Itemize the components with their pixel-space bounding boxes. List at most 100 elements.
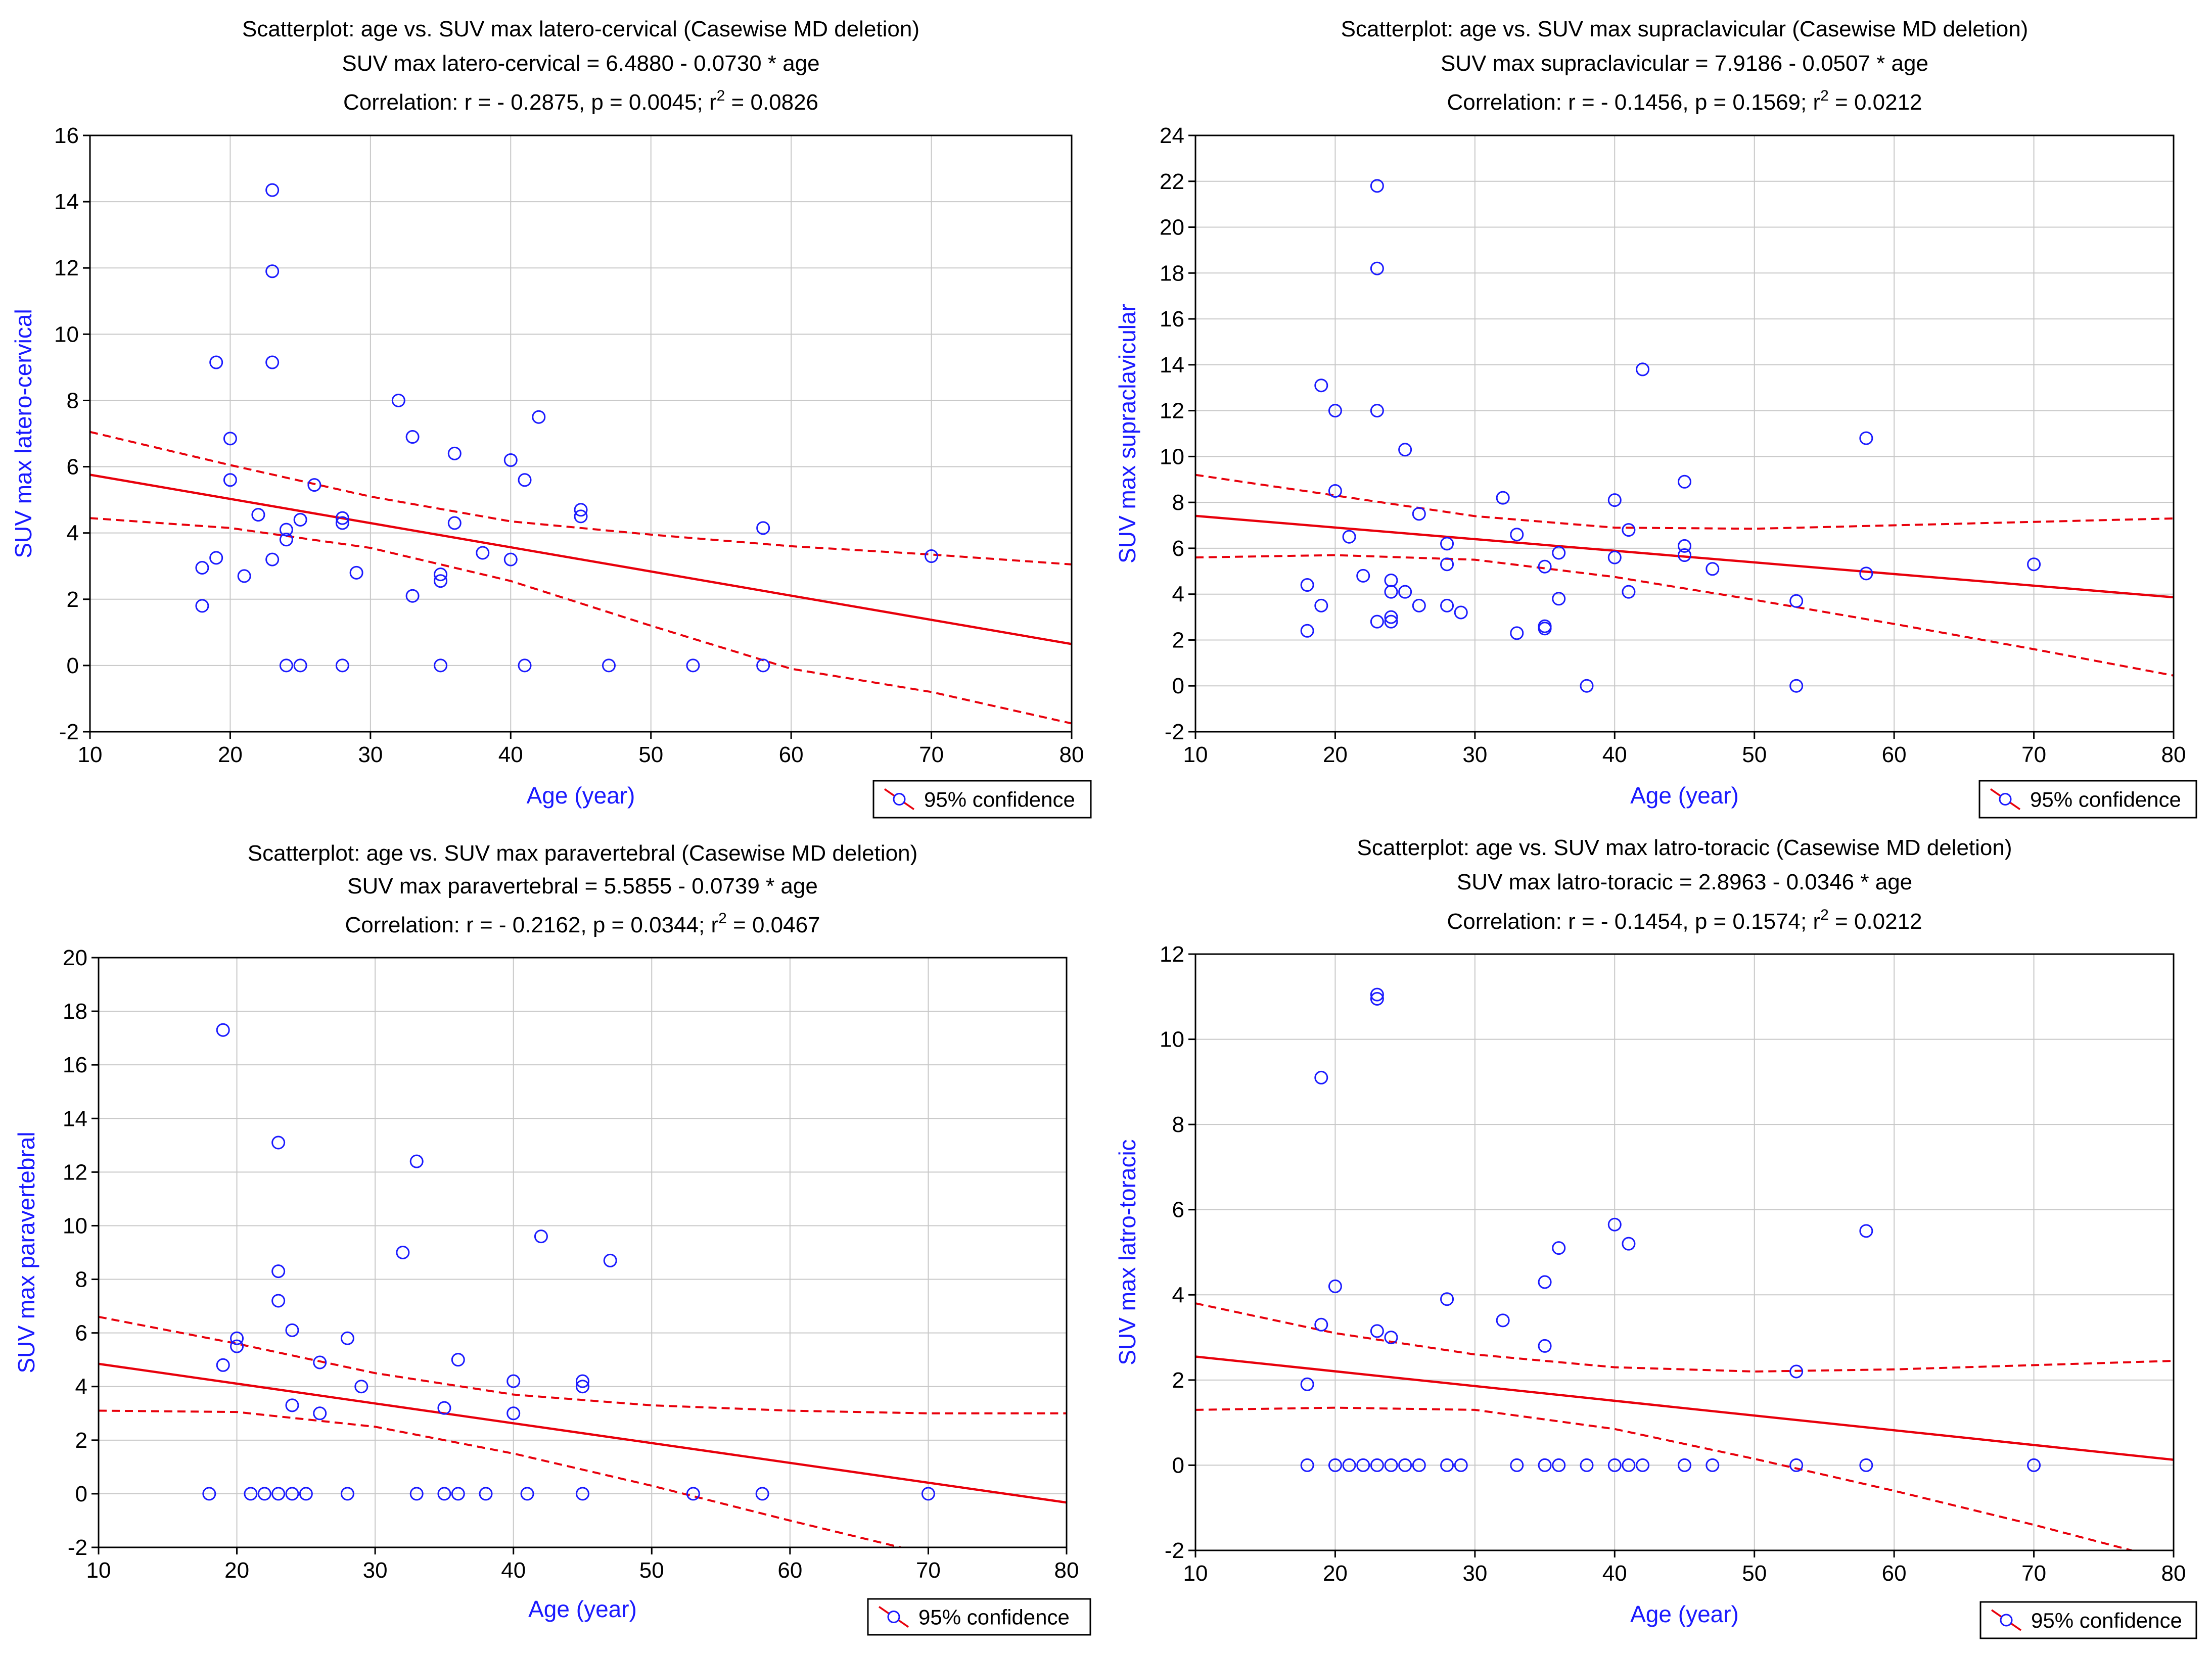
regression-line: [1195, 1355, 2174, 1461]
scatter-panel-3: Scatterplot: age vs. SUV max paravertebr…: [13, 841, 1091, 1636]
x-tick-label: 50: [638, 742, 663, 767]
data-point: [1300, 578, 1314, 592]
data-point: [434, 568, 448, 582]
data-point: [1607, 550, 1622, 564]
correlation-suffix: = 0.0467: [727, 913, 820, 937]
y-tick-label: 6: [1172, 536, 1184, 561]
y-axis-label: SUV max supraclavicular: [1114, 304, 1140, 563]
data-point: [1552, 1241, 1566, 1255]
data-point: [1706, 1458, 1720, 1472]
data-point: [1314, 1317, 1328, 1332]
data-point: [279, 658, 293, 673]
data-point: [1412, 598, 1426, 612]
correlation-prefix: Correlation: r = - 0.1454, p = 0.1574; r: [1447, 909, 1820, 934]
x-tick-label: 40: [1602, 742, 1627, 767]
plot-frame: [98, 957, 1068, 1548]
confidence-lower: [1195, 1406, 2132, 1550]
x-tick-label: 50: [639, 1558, 664, 1583]
x-tick-label: 20: [218, 742, 243, 767]
data-point: [518, 473, 532, 487]
y-axis-label: SUV max latero-cervical: [10, 309, 36, 558]
data-point: [265, 355, 280, 369]
y-tick-label: 18: [1160, 261, 1184, 286]
y-tick-label: 8: [75, 1267, 87, 1292]
x-tick-label: 60: [779, 742, 804, 767]
y-tick-label: 2: [1172, 1368, 1184, 1393]
data-point: [503, 453, 518, 467]
y-tick-label: 4: [67, 521, 79, 546]
data-point: [434, 658, 448, 673]
y-tick-label: 8: [67, 388, 79, 413]
regression-equation: SUV max latro-toracic = 2.8963 - 0.0346 …: [1457, 870, 1912, 894]
correlation-exponent: 2: [1820, 87, 1829, 104]
legend-marker-swatch: [887, 1611, 900, 1623]
data-point: [209, 355, 223, 369]
correlation-prefix: Correlation: r = - 0.2162, p = 0.0344; r: [345, 913, 718, 937]
correlation-exponent: 2: [718, 910, 727, 927]
correlation-text: Correlation: r = - 0.1454, p = 0.1574; r…: [1447, 907, 1922, 934]
confidence-upper: [1195, 474, 2174, 530]
data-point: [1314, 1070, 1328, 1084]
data-point: [518, 658, 532, 673]
legend: 95% confidence: [1978, 780, 2197, 819]
data-point: [503, 552, 518, 566]
legend-box: [867, 1598, 1091, 1636]
data-point: [195, 561, 209, 575]
x-tick-label: 50: [1742, 1561, 1767, 1586]
y-tick-label: -2: [1165, 1538, 1184, 1563]
x-tick-label: 20: [1323, 1561, 1348, 1586]
data-point: [257, 1487, 271, 1501]
data-point: [1300, 1458, 1314, 1472]
data-point: [574, 503, 588, 517]
data-point: [1398, 585, 1412, 599]
y-axis-label: SUV max paravertebral: [13, 1131, 39, 1373]
data-point: [1314, 379, 1328, 393]
correlation-prefix: Correlation: r = - 0.1456, p = 0.1569; r: [1447, 90, 1820, 115]
correlation-exponent: 2: [717, 87, 725, 104]
data-point: [251, 508, 265, 522]
data-point: [340, 1487, 354, 1501]
data-point: [271, 1264, 286, 1279]
data-point: [1370, 179, 1384, 193]
data-point: [451, 1487, 465, 1501]
data-point: [391, 393, 405, 407]
y-tick-label: 6: [75, 1321, 87, 1346]
data-point: [216, 1023, 230, 1037]
confidence-upper: [1195, 1302, 2174, 1373]
y-tick-label: 4: [1172, 582, 1184, 607]
data-point: [265, 264, 280, 278]
x-tick-label: 80: [1054, 1558, 1079, 1583]
data-point: [313, 1355, 327, 1369]
y-tick-label: -2: [68, 1535, 87, 1560]
data-point: [1342, 1458, 1356, 1472]
y-tick-label: 16: [54, 123, 79, 148]
y-tick-label: 4: [75, 1375, 87, 1399]
data-point: [1370, 1324, 1384, 1338]
scatter-panel-1: Scatterplot: age vs. SUV max latero-cerv…: [10, 17, 1092, 819]
data-point: [1370, 987, 1384, 1002]
legend-label: 95% confidence: [924, 788, 1075, 812]
data-point: [1859, 431, 1873, 445]
data-point: [1678, 539, 1691, 553]
x-tick-label: 80: [2161, 742, 2186, 767]
x-axis-label: Age (year): [1630, 1601, 1739, 1627]
data-point: [340, 1331, 354, 1345]
correlation-exponent: 2: [1820, 907, 1829, 923]
data-point: [1384, 1331, 1398, 1345]
data-point: [230, 1331, 244, 1345]
data-point: [603, 1253, 617, 1267]
data-point: [1300, 624, 1314, 638]
data-point: [299, 1487, 313, 1501]
legend-marker-swatch: [893, 793, 906, 806]
x-tick-label: 40: [1602, 1561, 1627, 1586]
chart-title: Scatterplot: age vs. SUV max supraclavic…: [1341, 17, 2029, 41]
data-point: [1789, 1364, 1804, 1379]
x-axis-label: Age (year): [1630, 782, 1739, 809]
data-point: [409, 1487, 424, 1501]
y-axis-label: SUV max latro-toracic: [1114, 1139, 1140, 1365]
data-point: [1454, 1458, 1468, 1472]
x-tick-label: 40: [501, 1558, 526, 1583]
data-point: [1440, 537, 1454, 551]
data-point: [1328, 404, 1342, 418]
